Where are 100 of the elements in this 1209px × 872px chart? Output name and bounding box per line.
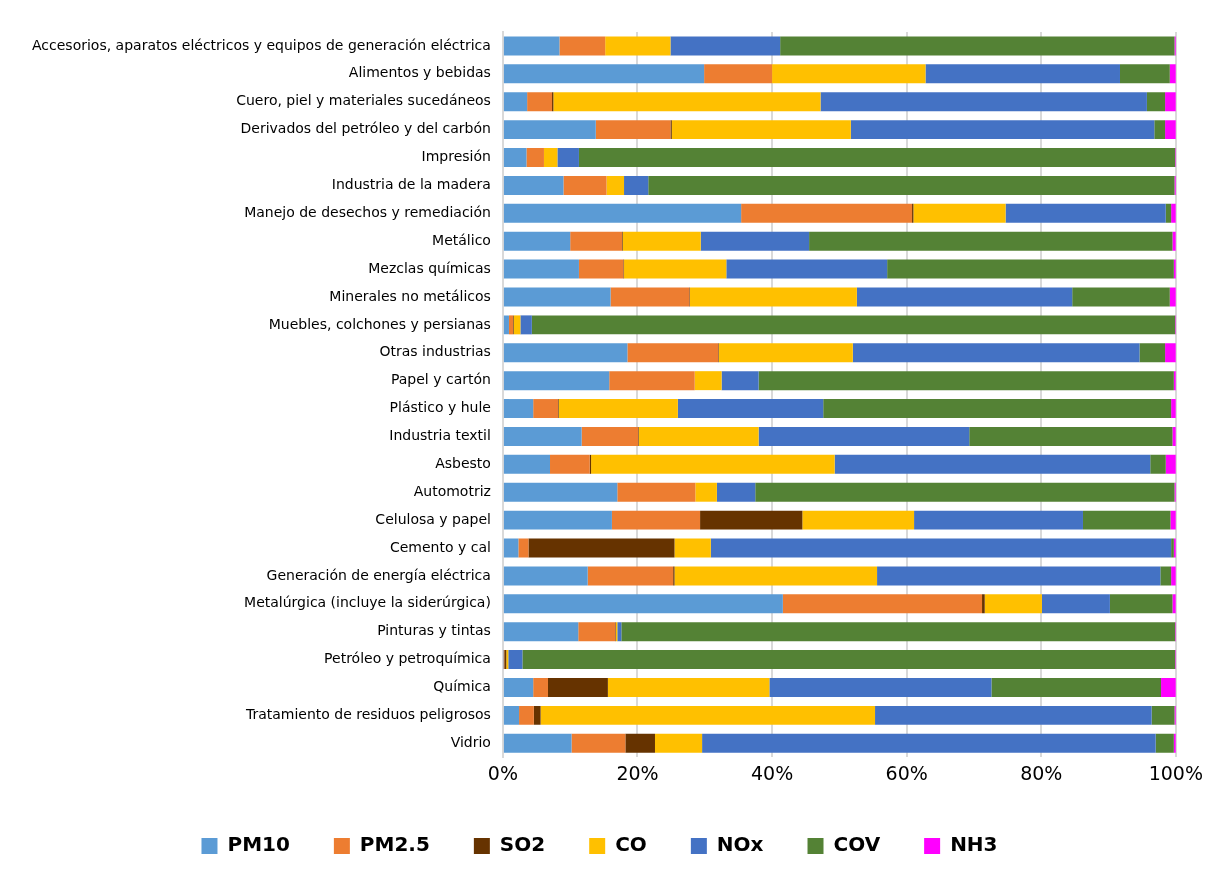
- bar: [982, 594, 985, 614]
- y-tick-label: Plástico y hule: [389, 399, 491, 416]
- bar: [674, 538, 711, 558]
- bar: [553, 92, 821, 112]
- bar: [648, 175, 1175, 195]
- bar: [531, 315, 1176, 335]
- bar: [1165, 454, 1176, 474]
- bar: [578, 259, 624, 279]
- legend-label: COV: [833, 832, 881, 857]
- bar: [503, 92, 528, 112]
- bar: [503, 454, 551, 474]
- legend-label: NOx: [716, 832, 764, 857]
- x-tick-label: 60%: [885, 761, 928, 784]
- bar: [558, 399, 678, 419]
- bar: [694, 371, 722, 391]
- bar: [780, 36, 1175, 56]
- bar: [726, 259, 888, 279]
- bar: [1082, 510, 1171, 530]
- x-tick-label: 80%: [1020, 761, 1063, 784]
- bar: [570, 231, 623, 251]
- legend-label: NH3: [950, 832, 998, 857]
- bar: [533, 705, 541, 725]
- bar: [503, 148, 527, 167]
- y-tick-label: Química: [433, 678, 491, 695]
- bar: [984, 594, 1042, 614]
- bar: [991, 677, 1162, 697]
- y-tick-label: Muebles, colchones y persianas: [268, 315, 491, 332]
- bar: [543, 148, 558, 167]
- bar: [503, 64, 705, 84]
- y-tick-label: Manejo de desechos y remediación: [244, 203, 491, 220]
- bar: [820, 92, 1147, 112]
- bar: [624, 259, 727, 279]
- bar: [1170, 510, 1176, 530]
- bar: [621, 622, 1176, 642]
- bar: [802, 510, 915, 530]
- bar: [689, 287, 857, 307]
- y-tick-label: Accesorios, aparatos eléctricos y equipos de generación eléctrica: [32, 36, 491, 53]
- y-tick-label: Cuero, piel y materiales sucedáneos: [236, 92, 491, 109]
- bar: [702, 733, 1156, 753]
- bar: [677, 399, 824, 419]
- bar: [503, 510, 612, 530]
- bar: [611, 510, 701, 530]
- bar: [617, 482, 696, 502]
- bar: [1160, 566, 1172, 586]
- bar: [1165, 120, 1176, 140]
- y-tick-label: Asbesto: [435, 454, 491, 471]
- bar: [1165, 92, 1176, 112]
- bar: [503, 315, 509, 335]
- y-tick-label: Alimentos y bebidas: [348, 64, 491, 81]
- y-tick-label: Papel y cartón: [390, 371, 491, 388]
- bar: [503, 231, 571, 251]
- bar: [1154, 120, 1166, 140]
- bar: [718, 343, 853, 363]
- bar: [578, 148, 1176, 167]
- y-tick-label: Minerales no metálicos: [329, 287, 491, 304]
- bar: [1005, 203, 1166, 223]
- bar: [852, 343, 1140, 363]
- bar: [670, 36, 781, 56]
- bar: [518, 538, 529, 558]
- bar: [755, 482, 1175, 502]
- bar: [559, 36, 606, 56]
- bar: [1150, 454, 1166, 474]
- bar: [563, 175, 607, 195]
- bar: [610, 287, 690, 307]
- legend-label: CO: [615, 832, 647, 857]
- bar: [609, 371, 695, 391]
- bar: [877, 566, 1161, 586]
- bar: [700, 231, 810, 251]
- bar: [503, 371, 610, 391]
- y-tick-label: Metalúrgica (incluye la siderúrgica): [244, 594, 491, 611]
- y-tick-label: Metálico: [432, 231, 491, 248]
- bar: [503, 594, 783, 614]
- bar: [758, 371, 1174, 391]
- y-tick-label: Mezclas químicas: [368, 259, 491, 276]
- bar: [503, 399, 534, 419]
- y-tick-label: Vidrio: [450, 733, 491, 750]
- bar: [547, 677, 608, 697]
- bar: [503, 203, 742, 223]
- bar: [671, 120, 851, 140]
- y-tick-label: Impresión: [421, 148, 491, 165]
- bar: [503, 538, 519, 558]
- bar: [627, 343, 719, 363]
- y-tick-label: Generación de energía eléctrica: [266, 566, 491, 583]
- y-tick-label: Automotriz: [413, 482, 491, 499]
- bar: [503, 426, 582, 446]
- bar: [540, 705, 876, 725]
- bar: [638, 426, 759, 446]
- y-tick-label: Industria textil: [389, 427, 491, 444]
- bar: [1151, 705, 1175, 725]
- bar: [503, 622, 579, 642]
- x-tick-label: 40%: [750, 761, 794, 784]
- bar: [769, 677, 992, 697]
- bar: [695, 482, 717, 502]
- bar: [581, 426, 639, 446]
- bar: [595, 120, 671, 140]
- bar: [503, 120, 596, 140]
- bar: [1072, 287, 1170, 307]
- bar: [758, 426, 970, 446]
- bar: [925, 64, 1120, 84]
- bar: [578, 622, 616, 642]
